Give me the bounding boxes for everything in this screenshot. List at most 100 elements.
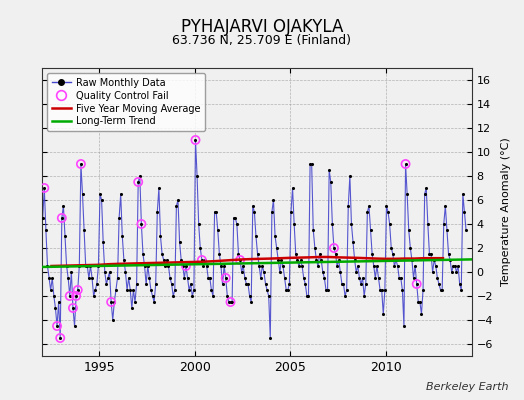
Point (155, 185, 163, 191)
Point (187, 281, 195, 287)
Point (293, 257, 301, 263)
Point (265, 293, 273, 299)
Point (42, 227, 50, 233)
Point (150, 299, 158, 305)
Point (123, 287, 131, 293)
Point (99, 239, 107, 245)
Point (80, 227, 88, 233)
Point (394, 263, 402, 269)
Point (142, 281, 150, 287)
Point (225, 299, 233, 305)
Point (88, 275, 96, 281)
Point (134, 179, 143, 185)
Point (196, 245, 204, 251)
Point (133, 281, 141, 287)
Point (51, 305, 60, 311)
Point (148, 293, 157, 299)
Point (452, 269, 461, 275)
Point (325, 167, 333, 173)
Point (66, 293, 74, 299)
Point (392, 257, 400, 263)
Point (395, 275, 403, 281)
Point (205, 275, 214, 281)
Point (43, 263, 52, 269)
Point (77, 161, 85, 167)
Point (414, 299, 422, 305)
Point (349, 239, 357, 245)
Point (422, 185, 430, 191)
Point (102, 281, 111, 287)
Point (355, 275, 364, 281)
Point (241, 275, 249, 281)
Point (346, 173, 354, 179)
Point (390, 263, 399, 269)
Point (85, 275, 93, 281)
Point (340, 281, 348, 287)
Point (347, 221, 356, 227)
Point (61, 233, 69, 239)
Point (386, 221, 394, 227)
Point (401, 161, 410, 167)
Point (144, 263, 152, 269)
Point (447, 269, 456, 275)
Point (118, 233, 126, 239)
Point (258, 263, 267, 269)
Point (366, 227, 375, 233)
Point (257, 275, 265, 281)
Point (207, 287, 215, 293)
Point (126, 287, 135, 293)
Point (398, 287, 407, 293)
Point (66, 293, 74, 299)
Point (62, 263, 71, 269)
Point (147, 287, 155, 293)
Point (417, 311, 425, 317)
Point (323, 287, 332, 293)
Point (328, 221, 336, 227)
Point (128, 305, 136, 311)
Point (266, 335, 275, 341)
Point (319, 269, 327, 275)
Point (344, 203, 353, 209)
Point (45, 275, 53, 281)
Point (191, 137, 200, 143)
Point (425, 251, 434, 257)
Point (105, 269, 114, 275)
Point (245, 293, 254, 299)
Point (78, 191, 86, 197)
Point (412, 281, 421, 287)
Point (309, 227, 318, 233)
Point (306, 161, 314, 167)
Text: Berkeley Earth: Berkeley Earth (426, 382, 508, 392)
Point (125, 275, 133, 281)
Point (435, 281, 443, 287)
Point (423, 221, 432, 227)
Point (67, 269, 75, 275)
Point (280, 275, 289, 281)
Point (108, 317, 117, 323)
Point (56, 335, 64, 341)
Point (334, 257, 343, 263)
Point (158, 251, 166, 257)
Point (285, 281, 293, 287)
Point (320, 275, 329, 281)
Point (220, 263, 228, 269)
Point (234, 251, 243, 257)
Point (191, 137, 200, 143)
Point (315, 251, 324, 257)
Point (279, 263, 287, 269)
Point (72, 293, 80, 299)
Point (260, 269, 268, 275)
Point (222, 275, 230, 281)
Point (222, 275, 230, 281)
Point (139, 251, 147, 257)
Point (383, 203, 391, 209)
Point (341, 293, 350, 299)
Point (455, 281, 464, 287)
Point (449, 263, 457, 269)
Point (444, 251, 453, 257)
Point (134, 179, 143, 185)
Point (458, 191, 467, 197)
Point (164, 263, 172, 269)
Point (73, 287, 82, 293)
Point (145, 275, 154, 281)
